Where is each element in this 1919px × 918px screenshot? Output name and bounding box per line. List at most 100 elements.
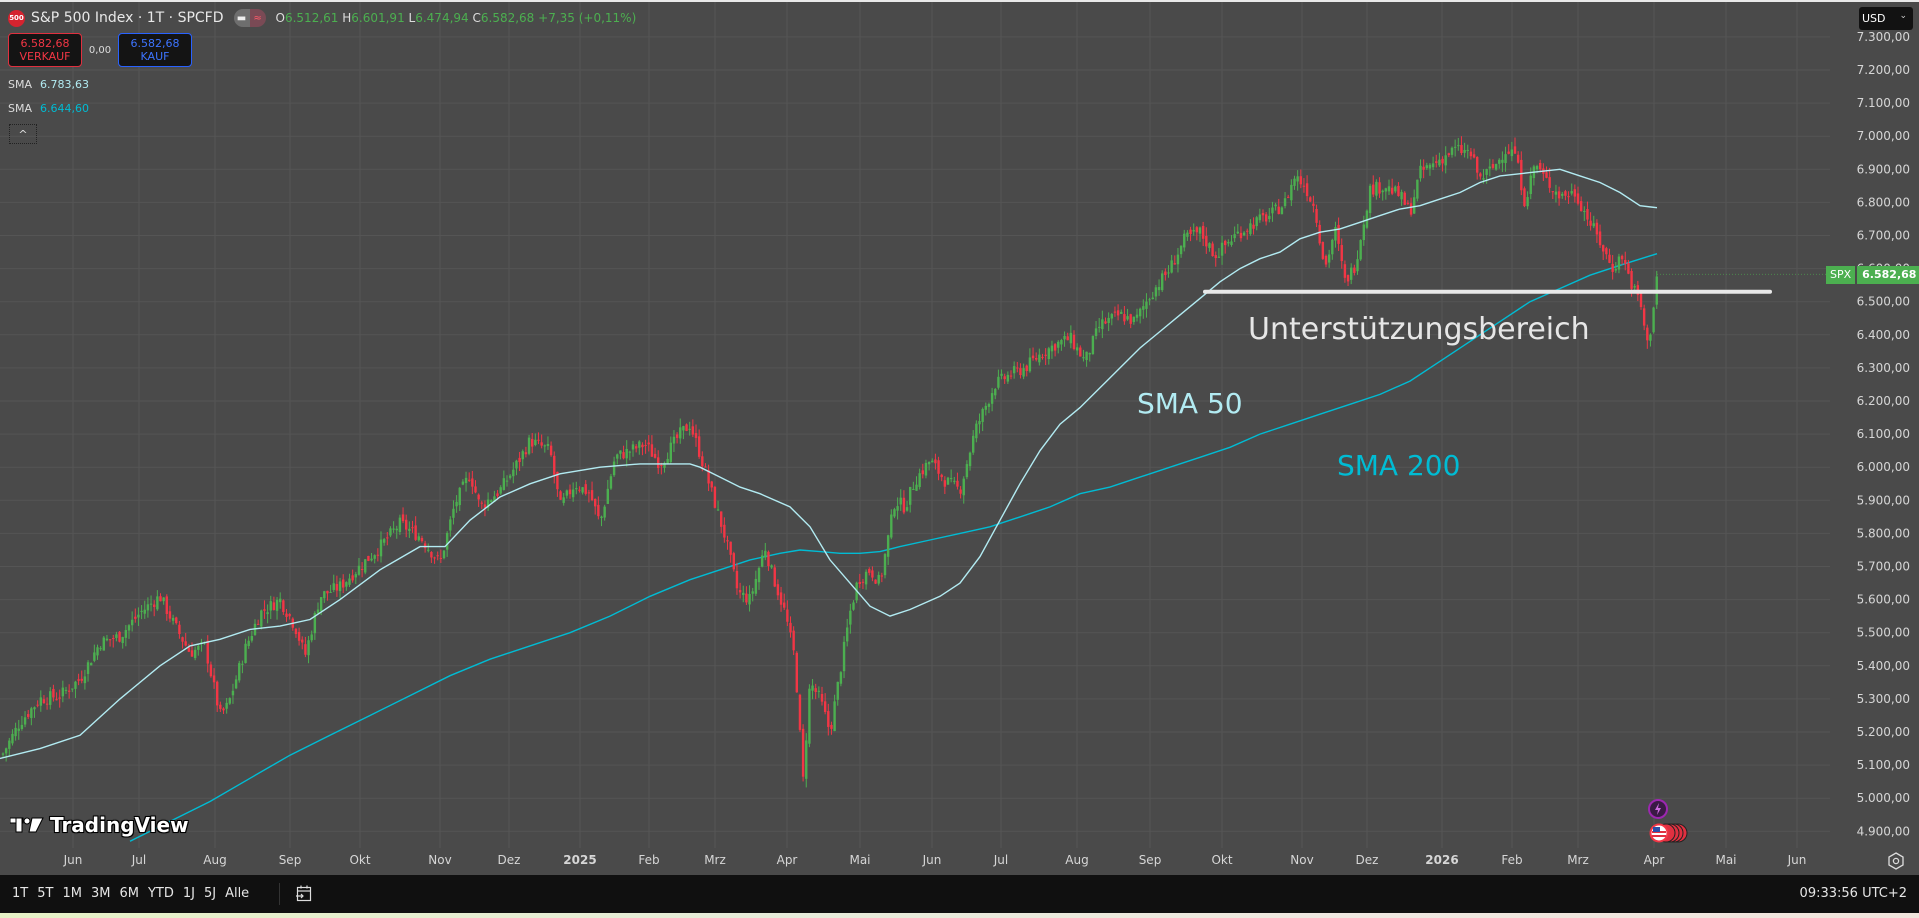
sell-button[interactable]: 6.582,68 VERKAUF [8,33,82,67]
earnings-event-marker[interactable] [1648,799,1668,823]
svg-text:Dez: Dez [1356,853,1379,867]
open-value: 6.512,61 [284,11,339,25]
currency-label: USD [1862,12,1886,25]
svg-text:Jun: Jun [922,853,942,867]
sell-price: 6.582,68 [20,37,70,50]
buy-label: KAUF [140,50,170,63]
price-chart[interactable]: 7.300,00 7.200,00 7.100,00 7.000,00 6.900,00… [0,2,1919,875]
trade-buttons: 6.582,68 VERKAUF 0,00 6.582,68 KAUF [8,33,192,67]
support-annotation[interactable]: Unterstützungsbereich [1248,312,1590,347]
svg-text:6.500,00: 6.500,00 [1857,295,1910,309]
svg-text:Mai: Mai [1715,853,1736,867]
range-1J[interactable]: 1J [182,886,195,901]
svg-text:6.900,00: 6.900,00 [1857,162,1910,176]
svg-text:Nov: Nov [428,853,451,867]
range-5J[interactable]: 5J [203,886,217,901]
svg-text:Apr: Apr [1644,853,1665,867]
svg-text:5.400,00: 5.400,00 [1857,659,1910,673]
sma50-annotation[interactable]: SMA 50 [1137,387,1243,420]
svg-text:5.900,00: 5.900,00 [1857,493,1910,507]
svg-text:5.100,00: 5.100,00 [1857,758,1910,772]
minus-icon[interactable]: ▬ [233,9,250,27]
svg-text:6.300,00: 6.300,00 [1857,361,1910,375]
axis-settings-icon[interactable] [1887,852,1905,870]
price-tag-symbol: SPX [1826,266,1856,284]
range-Alle[interactable]: Alle [225,886,250,901]
svg-text:Dez: Dez [498,853,521,867]
close-value: 6.582,68 [480,11,535,25]
tradingview-watermark[interactable]: TradingView [10,813,189,837]
chevron-up-icon: ^ [18,127,28,141]
indicator-sma-200[interactable]: SMA 6.644,60 [8,102,89,115]
range-5T[interactable]: 5T [37,886,54,901]
time-axis[interactable]: Jun Jul Aug Sep Okt Nov Dez 2025 Feb Mrz Apr Mai Jun… [63,853,1807,867]
range-1M[interactable]: 1M [62,886,82,901]
svg-text:Jul: Jul [131,853,146,867]
svg-text:Mrz: Mrz [1567,853,1589,867]
svg-text:Apr: Apr [777,853,798,867]
svg-text:Feb: Feb [1501,853,1522,867]
svg-text:Feb: Feb [638,853,659,867]
price-axis[interactable]: 7.300,00 7.200,00 7.100,00 7.000,00 6.900,00… [1857,30,1910,838]
visibility-pill[interactable]: ▬ ≈ [233,9,266,27]
sma-50-line [0,168,1658,760]
range-6M[interactable]: 6M [119,886,139,901]
symbol-legend: 500 S&P 500 Index · 1T · SPCFD ▬ ≈ O6.51… [8,9,636,27]
top-border [0,0,1919,2]
economic-event-markers[interactable] [1648,822,1688,848]
collapse-legend-button[interactable]: ^ [9,124,37,144]
svg-text:7.200,00: 7.200,00 [1857,63,1910,77]
svg-text:5.600,00: 5.600,00 [1857,593,1910,607]
price-tag-value: 6.582,68 [1857,266,1919,284]
us-flag-events-icon [1649,823,1688,843]
high-label: H [342,11,352,25]
clock-timezone[interactable]: 09:33:56 UTC+2 [1799,886,1907,901]
chevron-down-icon: ⌄ [1899,11,1907,21]
goto-date-calendar-icon[interactable] [295,884,313,902]
svg-text:5.500,00: 5.500,00 [1857,626,1910,640]
indicator-name: SMA [8,102,32,115]
svg-text:6.100,00: 6.100,00 [1857,427,1910,441]
svg-text:6.800,00: 6.800,00 [1857,195,1910,209]
high-value: 6.601,91 [351,11,405,25]
toolbar-divider [279,883,280,905]
svg-text:Mai: Mai [849,853,870,867]
last-price-tag: SPX 6.582,68 [1826,266,1919,284]
svg-text:6.200,00: 6.200,00 [1857,394,1910,408]
svg-text:6.700,00: 6.700,00 [1857,229,1910,243]
sma-200-line [129,253,1658,842]
svg-text:Sep: Sep [1139,853,1162,867]
buy-price: 6.582,68 [130,37,180,50]
svg-text:7.000,00: 7.000,00 [1857,129,1910,143]
svg-text:Jun: Jun [1787,853,1807,867]
svg-text:4.900,00: 4.900,00 [1857,824,1910,838]
svg-text:5.200,00: 5.200,00 [1857,725,1910,739]
ohlc-values: O6.512,61 H6.601,91 L6.474,94 C6.582,68 … [276,11,637,25]
range-1T[interactable]: 1T [12,886,29,901]
svg-text:6.400,00: 6.400,00 [1857,328,1910,342]
range-YTD[interactable]: YTD [147,886,174,901]
indicator-name: SMA [8,78,32,91]
svg-text:6.000,00: 6.000,00 [1857,460,1910,474]
range-buttons: 1T 5T 1M 3M 6M YTD 1J 5J Alle [12,886,249,901]
indicator-value: 6.783,63 [40,78,89,91]
sma200-annotation[interactable]: SMA 200 [1337,449,1461,482]
svg-text:Sep: Sep [279,853,302,867]
svg-text:Jun: Jun [63,853,83,867]
bottom-toolbar: 1T 5T 1M 3M 6M YTD 1J 5J Alle 09:33:56 U… [0,875,1919,913]
svg-text:5.700,00: 5.700,00 [1857,560,1910,574]
buy-button[interactable]: 6.582,68 KAUF [118,33,192,67]
symbol-title[interactable]: S&P 500 Index · 1T · SPCFD [31,10,224,26]
svg-text:5.000,00: 5.000,00 [1857,791,1910,805]
spread-value: 0,00 [88,44,112,56]
indicator-sma-50[interactable]: SMA 6.783,63 [8,78,89,91]
approx-icon[interactable]: ≈ [249,9,266,27]
lightning-icon [1648,799,1668,819]
range-3M[interactable]: 3M [90,886,111,901]
svg-text:7.100,00: 7.100,00 [1857,96,1910,110]
svg-text:Aug: Aug [203,853,226,867]
currency-select[interactable]: USD ⌄ [1859,7,1913,30]
tradingview-text: TradingView [50,813,189,837]
svg-text:7.300,00: 7.300,00 [1857,30,1910,44]
